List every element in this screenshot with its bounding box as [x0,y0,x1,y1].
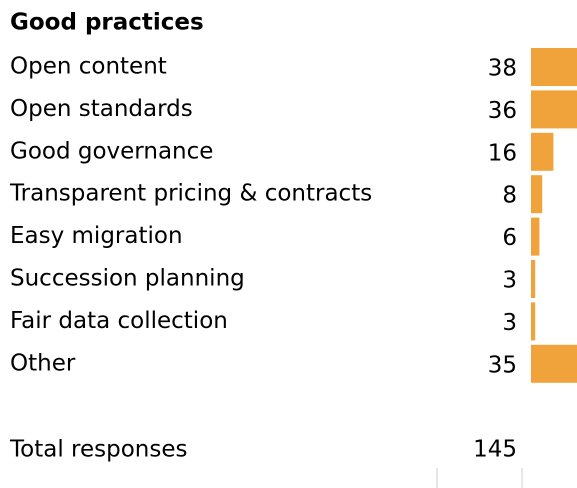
total-label: Total responses [9,437,187,463]
bar [531,260,536,298]
category-label: Open standards [10,96,193,122]
value-label: 36 [488,98,517,124]
category-label: Easy migration [10,223,183,249]
value-label: 3 [502,310,517,336]
bar [531,48,577,86]
category-label: Other [10,350,76,376]
value-label: 3 [502,268,517,294]
bar [531,132,554,171]
category-label: Good governance [10,138,213,164]
value-label: 8 [502,183,517,209]
category-label: Transparent pricing & contracts [9,181,372,207]
bar [531,175,543,214]
value-label: 6 [502,225,517,251]
category-label: Succession planning [10,266,245,292]
total-value: 145 [473,437,517,463]
value-label: 35 [488,352,517,378]
category-label: Open content [10,54,167,80]
bar [531,344,577,383]
chart-title: Good practices [10,10,204,36]
bar [531,90,577,129]
category-label: Fair data collection [10,308,228,334]
bar [531,217,540,256]
value-label: 38 [488,56,517,82]
bar [531,302,536,341]
value-label: 16 [488,140,517,166]
